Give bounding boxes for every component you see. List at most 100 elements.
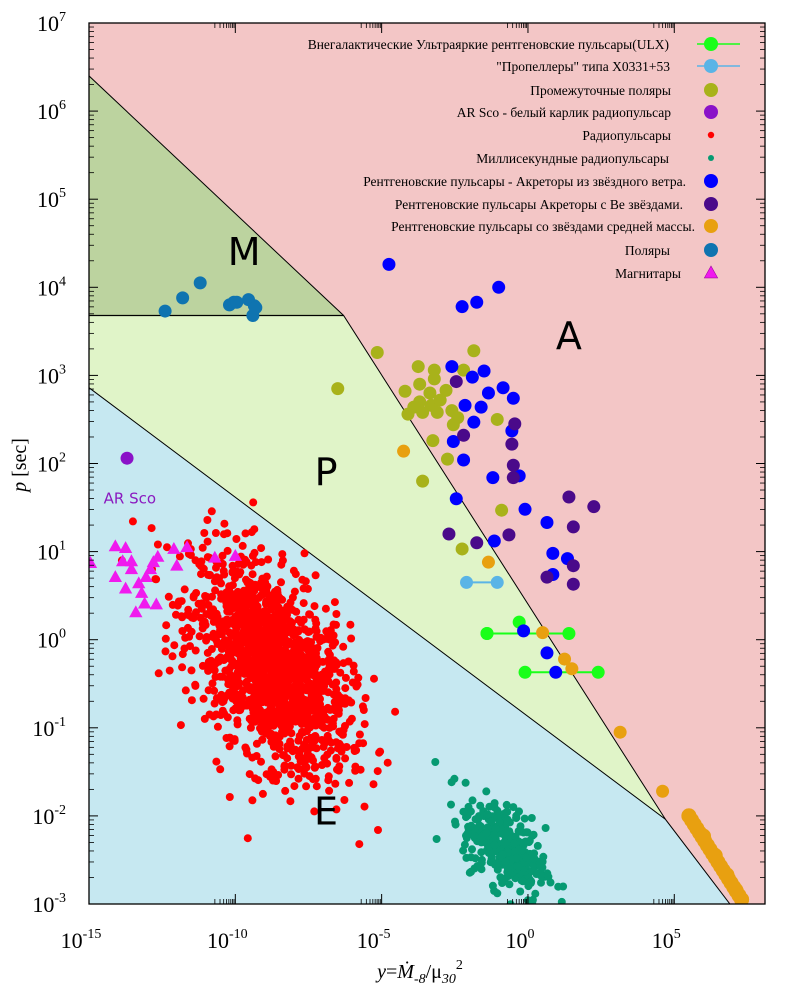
radio-point [324, 776, 333, 785]
wind-point [492, 280, 506, 294]
radio-point [332, 610, 341, 618]
radio-point [206, 663, 215, 672]
series-arsco [120, 451, 134, 465]
radio-point [187, 696, 196, 705]
wind-point [549, 665, 563, 679]
radio-point [180, 585, 189, 594]
be-point [566, 559, 580, 573]
msp-point [491, 824, 500, 833]
wind-point [474, 400, 488, 414]
legend-label: AR Sco - белый карлик радиопульсар [457, 105, 672, 120]
radio-point [192, 589, 201, 597]
data-points [89, 257, 750, 930]
radio-point [257, 610, 266, 619]
x-tick-labels: 10-15 10-10 10-5 100 105 [61, 927, 681, 953]
radio-point [311, 682, 320, 691]
radio-point [252, 648, 261, 657]
radio-point [276, 672, 285, 681]
radio-point [374, 826, 382, 834]
intermediate-point [565, 662, 579, 676]
ip-point [416, 474, 430, 488]
radio-point [327, 717, 336, 726]
radio-point [128, 517, 137, 526]
radio-point [151, 575, 160, 584]
radio-point [203, 516, 212, 524]
radio-point [341, 684, 350, 693]
radio-point [210, 686, 219, 695]
radio-point [310, 602, 319, 611]
radio-point [336, 728, 345, 737]
radio-point [223, 546, 232, 555]
radio-point [332, 661, 341, 669]
radio-point [311, 762, 320, 771]
legend-label: Магнитары [615, 266, 681, 281]
wind-point [481, 386, 495, 400]
ip-point [401, 407, 415, 421]
msp-point [502, 800, 511, 809]
radio-point [267, 635, 276, 644]
legend-dot-icon [707, 131, 715, 139]
msp-point [459, 807, 468, 816]
radio-point [186, 551, 195, 559]
radio-point [247, 716, 256, 725]
wind-point [487, 534, 501, 548]
msp-point [530, 854, 539, 863]
legend-label: Промежуточные поляры [530, 83, 671, 98]
be-point [506, 471, 520, 485]
be-point [587, 500, 601, 514]
be-point [508, 417, 522, 431]
x-tick-label: 10-5 [357, 927, 391, 953]
boundary-lower-line [89, 387, 731, 904]
msp-point [493, 806, 502, 815]
legend-entry-wind: Рентгеновские пульсары - Акреторы из звё… [363, 174, 718, 189]
radio-point [280, 762, 289, 771]
radio-point [265, 627, 274, 636]
msp-point [490, 799, 499, 808]
radio-point [251, 581, 260, 590]
radio-point [298, 670, 307, 679]
legend-circle-icon [704, 37, 718, 51]
legend-label: Рентгеновские пульсары - Акреторы из звё… [363, 174, 686, 189]
radio-point [189, 614, 198, 623]
radio-point [194, 599, 203, 608]
radio-point [267, 700, 275, 709]
radio-point [311, 670, 320, 679]
radio-point [204, 601, 213, 609]
magnetar-point [135, 586, 149, 598]
radio-point [320, 739, 329, 748]
legend-entry-msp: Миллисекундные радиопульсары [476, 151, 714, 166]
msp-point [559, 922, 567, 930]
radio-point [302, 676, 311, 685]
radio-point [235, 570, 244, 579]
msp-point [518, 877, 527, 886]
radio-point [304, 744, 313, 753]
radio-point [330, 598, 339, 607]
radio-point [316, 706, 325, 715]
magnetar-point [118, 541, 133, 553]
polar-point [249, 301, 263, 315]
magnetar-point [149, 597, 163, 610]
legend-circle-icon [704, 83, 718, 97]
magnetar-point [129, 605, 143, 618]
radio-point [175, 552, 184, 561]
radio-point [269, 592, 278, 600]
radio-point [197, 570, 205, 579]
ip-point [413, 377, 427, 391]
radio-point [208, 679, 217, 688]
radio-point [278, 550, 287, 559]
radio-point [287, 770, 296, 779]
radio-point [234, 681, 243, 690]
radio-point [370, 674, 378, 683]
intermediate-point [558, 652, 572, 666]
msp-point [512, 854, 521, 863]
radio-point [238, 541, 247, 550]
radio-point [258, 789, 267, 798]
msp-point [557, 897, 566, 904]
radio-point [163, 543, 171, 552]
wind-point [517, 624, 531, 638]
ip-point [433, 393, 447, 407]
msp-point [509, 803, 518, 812]
legend-dot-icon [708, 155, 714, 161]
radio-point [242, 557, 251, 566]
y-tick-label: 10-2 [32, 803, 66, 829]
